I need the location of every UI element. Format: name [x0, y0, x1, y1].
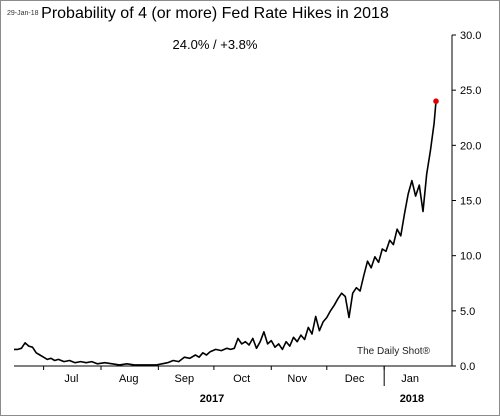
- year-label: 2018: [400, 393, 424, 405]
- source-watermark: The Daily Shot®: [357, 346, 430, 357]
- tick-labels: 0.0 5.0 10.0 15.0 20.0 25.0 30.0 Jul Aug Sep Oct No…: [64, 30, 481, 405]
- last-value-point: [433, 98, 439, 104]
- axes: [14, 34, 456, 386]
- y-tick-label: 25.0: [460, 85, 481, 97]
- y-tick-label: 30.0: [460, 30, 481, 42]
- y-tick-label: 10.0: [460, 251, 481, 263]
- x-tick-label: Nov: [287, 373, 307, 385]
- chart-subtitle: 24.0% / +3.8%: [172, 37, 258, 52]
- y-tick-label: 15.0: [460, 196, 481, 208]
- x-tick-label: Oct: [233, 373, 250, 385]
- x-tick-label: Jul: [64, 373, 78, 385]
- y-tick-label: 0.0: [460, 361, 475, 373]
- x-tick-label: Sep: [174, 373, 194, 385]
- series-line: [14, 101, 437, 366]
- chart-title: Probability of 4 (or more) Fed Rate Hike…: [41, 5, 389, 22]
- date-stamp: 29-Jan-18: [7, 10, 39, 17]
- x-tick-label: Jan: [401, 373, 419, 385]
- x-tick-label: Aug: [119, 373, 139, 385]
- x-tick-label: Dec: [345, 373, 365, 385]
- series-marks: [14, 98, 439, 366]
- y-tick-label: 20.0: [460, 140, 481, 152]
- year-label: 2017: [200, 393, 224, 405]
- y-tick-label: 5.0: [460, 306, 475, 318]
